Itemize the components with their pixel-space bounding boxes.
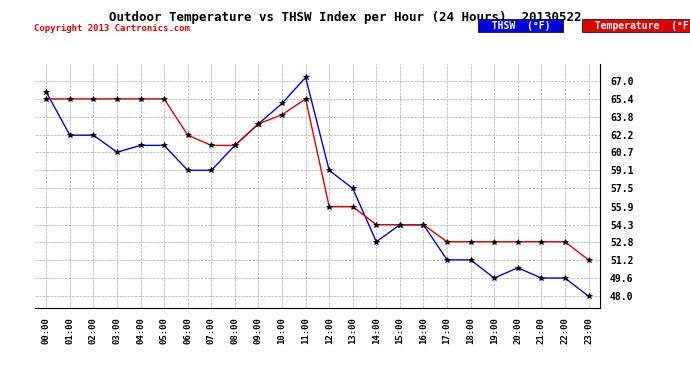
- Text: Copyright 2013 Cartronics.com: Copyright 2013 Cartronics.com: [34, 24, 190, 33]
- Text: Outdoor Temperature vs THSW Index per Hour (24 Hours)  20130522: Outdoor Temperature vs THSW Index per Ho…: [109, 11, 581, 24]
- Text: Temperature  (°F): Temperature (°F): [583, 21, 690, 31]
- Text: THSW  (°F): THSW (°F): [480, 21, 562, 31]
